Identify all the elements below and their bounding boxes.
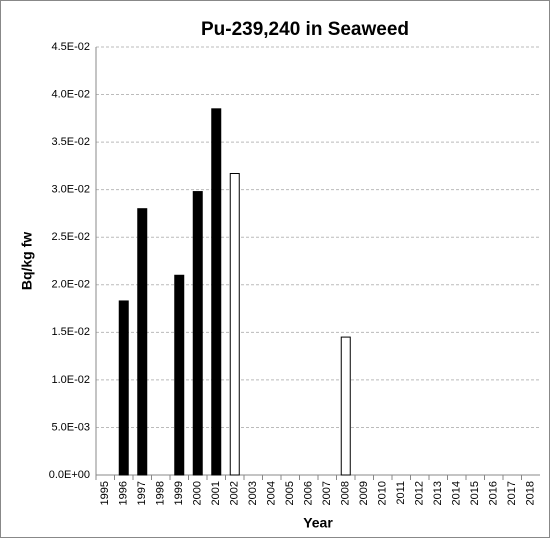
bar [340, 336, 351, 476]
y-tick-label: 1.5E-02 [51, 326, 90, 338]
x-tick-label: 1999 [173, 481, 185, 505]
x-tick-label: 2018 [525, 481, 537, 505]
x-tick-label: 2001 [210, 481, 222, 505]
y-tick-label: 5.0E-03 [51, 421, 90, 433]
y-tick-label: 2.5E-02 [51, 231, 90, 243]
bar [211, 108, 222, 476]
x-tick-label: 2002 [229, 481, 241, 505]
x-tick-label: 2008 [340, 481, 352, 505]
x-tick-label: 2006 [303, 481, 315, 505]
x-tick-label: 1997 [136, 481, 148, 505]
x-tick-label: 2011 [395, 481, 407, 505]
x-tick-label: 1995 [99, 481, 111, 505]
x-tick-label: 2004 [266, 481, 278, 505]
y-tick-label: 4.5E-02 [51, 41, 90, 53]
y-tick-label: 3.0E-02 [51, 184, 90, 196]
bar [174, 274, 185, 476]
x-tick-label: 2005 [284, 481, 296, 505]
bar [192, 191, 203, 476]
x-tick-label: 2007 [321, 481, 333, 505]
y-tick-label: 4.0E-02 [51, 88, 90, 100]
x-tick-label: 1996 [118, 481, 130, 505]
x-tick-label: 2003 [247, 481, 259, 505]
chart-title: Pu-239,240 in Seaweed [201, 19, 409, 40]
x-tick-label: 2010 [377, 481, 389, 505]
y-tick-label: 2.0E-02 [51, 279, 90, 291]
bar [229, 172, 240, 476]
y-tick-label: 1.0E-02 [51, 374, 90, 386]
x-tick-label: 2017 [506, 481, 518, 505]
x-tick-label: 2012 [414, 481, 426, 505]
y-axis-label: Bq/kg fw [19, 232, 35, 290]
x-tick-label: 2016 [488, 481, 500, 505]
x-tick-label: 2015 [469, 481, 481, 505]
bar [137, 208, 148, 476]
x-tick-label: 2009 [358, 481, 370, 505]
x-tick-label: 2013 [432, 481, 444, 505]
y-tick-label: 3.5E-02 [51, 136, 90, 148]
x-axis-label: Year [303, 515, 333, 531]
bar [118, 300, 129, 476]
x-tick-label: 2000 [192, 481, 204, 505]
y-tick-label: 0.0E+00 [49, 469, 90, 481]
x-tick-label: 2014 [451, 481, 463, 505]
x-tick-label: 1998 [155, 481, 167, 505]
